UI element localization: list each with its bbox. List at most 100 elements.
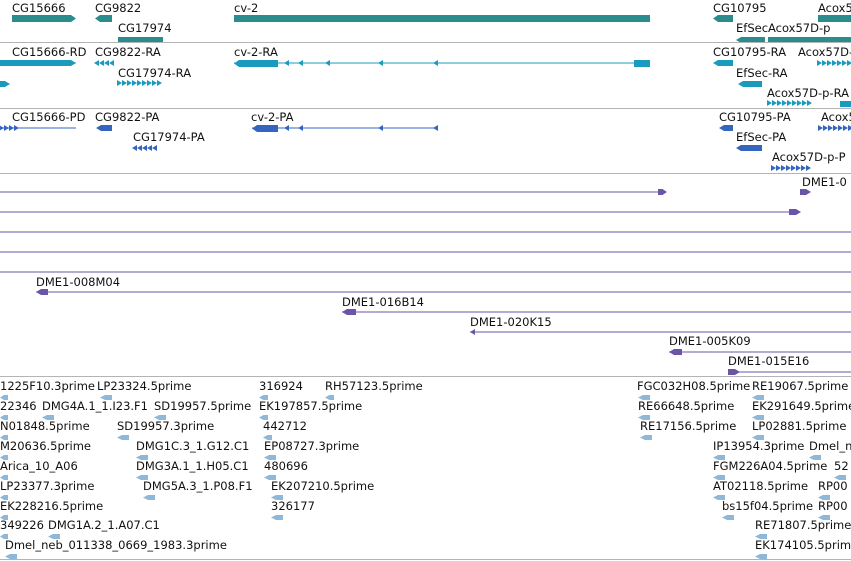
protein-glyph[interactable]: [736, 145, 762, 151]
gene-glyph[interactable]: [818, 15, 851, 22]
protein-glyph[interactable]: [801, 165, 806, 171]
protein-glyph[interactable]: [142, 145, 147, 151]
est-glyph[interactable]: [259, 395, 268, 400]
est-label[interactable]: 442712: [263, 419, 307, 433]
protein-label[interactable]: CG17974-PA: [133, 130, 205, 144]
protein-glyph[interactable]: [791, 165, 796, 171]
est-glyph[interactable]: [834, 475, 846, 480]
clone-label[interactable]: DME1-020K15: [470, 315, 552, 329]
est-label[interactable]: Dmel_neb_011338_0669_1983.3prime: [5, 538, 227, 552]
transcript-exon[interactable]: [827, 60, 832, 66]
transcript-exon[interactable]: [782, 100, 787, 106]
est-label[interactable]: EK291649.5prime: [752, 399, 851, 413]
protein-label[interactable]: CG10795-PA: [719, 110, 791, 124]
protein-glyph[interactable]: [433, 125, 438, 131]
est-glyph[interactable]: [0, 515, 8, 520]
est-label[interactable]: bs15f04.5prime: [722, 499, 814, 513]
protein-glyph[interactable]: [823, 125, 828, 131]
est-glyph[interactable]: [713, 475, 725, 480]
est-label[interactable]: RH57123.5prime: [325, 379, 423, 393]
est-label[interactable]: RE71807.5prime: [755, 518, 851, 532]
protein-glyph[interactable]: [4, 125, 9, 131]
transcript-exon[interactable]: [137, 80, 142, 86]
est-label[interactable]: DMG3A.1_1.H05.C1: [136, 459, 249, 473]
est-glyph[interactable]: [713, 455, 725, 460]
gene-label[interactable]: CG15666: [12, 1, 66, 15]
transcript-exon[interactable]: [847, 60, 851, 66]
est-label[interactable]: EK228216.5prime: [0, 499, 104, 513]
transcript-exon[interactable]: [817, 60, 822, 66]
transcript-exon[interactable]: [433, 60, 438, 66]
est-label[interactable]: SD19957.5prime: [154, 399, 252, 413]
est-glyph[interactable]: [809, 455, 821, 460]
transcript-exon[interactable]: [840, 101, 851, 107]
protein-label[interactable]: CG15666-PD: [12, 110, 86, 124]
est-glyph[interactable]: [264, 475, 276, 480]
est-glyph[interactable]: [143, 495, 155, 500]
est-glyph[interactable]: [325, 395, 334, 400]
est-label[interactable]: RP00: [818, 499, 848, 513]
est-label[interactable]: EK174105.5prime: [755, 538, 851, 552]
transcript-exon[interactable]: [234, 60, 278, 67]
est-label[interactable]: M20636.5prime: [0, 439, 91, 453]
est-label[interactable]: 480696: [264, 459, 308, 473]
protein-glyph[interactable]: [96, 125, 112, 131]
est-label[interactable]: Arica_10_A06: [0, 459, 78, 473]
est-glyph[interactable]: [0, 455, 8, 460]
gene-glyph[interactable]: [95, 15, 112, 22]
clone-glyph[interactable]: [728, 369, 740, 375]
est-glyph[interactable]: [264, 455, 276, 460]
transcript-label[interactable]: EfSec-RA: [736, 66, 788, 80]
transcript-exon[interactable]: [842, 60, 847, 66]
transcript-exon[interactable]: [0, 81, 10, 87]
est-label[interactable]: RE66648.5prime: [638, 399, 735, 413]
est-glyph[interactable]: [818, 515, 830, 520]
protein-label[interactable]: EfSec-PA: [736, 130, 787, 144]
protein-label[interactable]: cv-2-PA: [251, 110, 294, 124]
est-glyph[interactable]: [100, 395, 112, 400]
protein-glyph[interactable]: [786, 165, 791, 171]
est-label[interactable]: DMG5A.3_1.P08.F1: [143, 479, 253, 493]
est-glyph[interactable]: [713, 495, 725, 500]
transcript-exon[interactable]: [837, 60, 842, 66]
protein-glyph[interactable]: [0, 125, 4, 131]
transcript-exon[interactable]: [634, 60, 650, 67]
transcript-exon[interactable]: [822, 60, 827, 66]
transcript-exon[interactable]: [298, 60, 303, 66]
est-label[interactable]: LP23377.3prime: [0, 479, 95, 493]
gene-glyph[interactable]: [713, 15, 733, 22]
gene-label[interactable]: CG9822: [95, 1, 142, 15]
est-label[interactable]: EP08727.3prime: [264, 439, 360, 453]
est-label[interactable]: 349226: [0, 518, 44, 532]
transcript-exon[interactable]: [152, 80, 157, 86]
est-glyph[interactable]: [0, 534, 8, 539]
gene-label[interactable]: Acox5: [818, 1, 851, 15]
protein-glyph[interactable]: [818, 125, 823, 131]
est-label[interactable]: LP02881.5prime: [752, 419, 847, 433]
transcript-exon[interactable]: [122, 80, 127, 86]
clone-label[interactable]: DME1-016B14: [342, 295, 424, 309]
transcript-exon[interactable]: [713, 60, 733, 66]
transcript-label[interactable]: CG17974-RA: [118, 66, 192, 80]
est-label[interactable]: 316924: [259, 379, 303, 393]
clone-glyph[interactable]: [800, 189, 811, 195]
est-glyph[interactable]: [117, 435, 129, 440]
clone-label[interactable]: DME1-015E16: [728, 354, 810, 368]
transcript-exon[interactable]: [0, 60, 76, 66]
transcript-exon[interactable]: [109, 60, 114, 66]
transcript-exon[interactable]: [792, 100, 797, 106]
est-glyph[interactable]: [640, 435, 652, 440]
est-label[interactable]: LP23324.5prime: [97, 379, 192, 393]
transcript-exon[interactable]: [797, 100, 802, 106]
protein-glyph[interactable]: [806, 165, 811, 171]
est-label[interactable]: 1225F10.3prime: [0, 379, 95, 393]
gene-glyph[interactable]: [234, 15, 650, 22]
protein-label[interactable]: Acox57D-p-P: [772, 150, 846, 164]
est-label[interactable]: FGM226A04.5prime: [713, 459, 828, 473]
protein-glyph[interactable]: [298, 125, 303, 131]
est-label[interactable]: SD19957.3prime: [117, 419, 215, 433]
est-label[interactable]: EK207210.5prime: [271, 479, 375, 493]
gene-glyph[interactable]: [768, 37, 851, 43]
protein-glyph[interactable]: [9, 125, 14, 131]
est-glyph[interactable]: [271, 515, 283, 520]
